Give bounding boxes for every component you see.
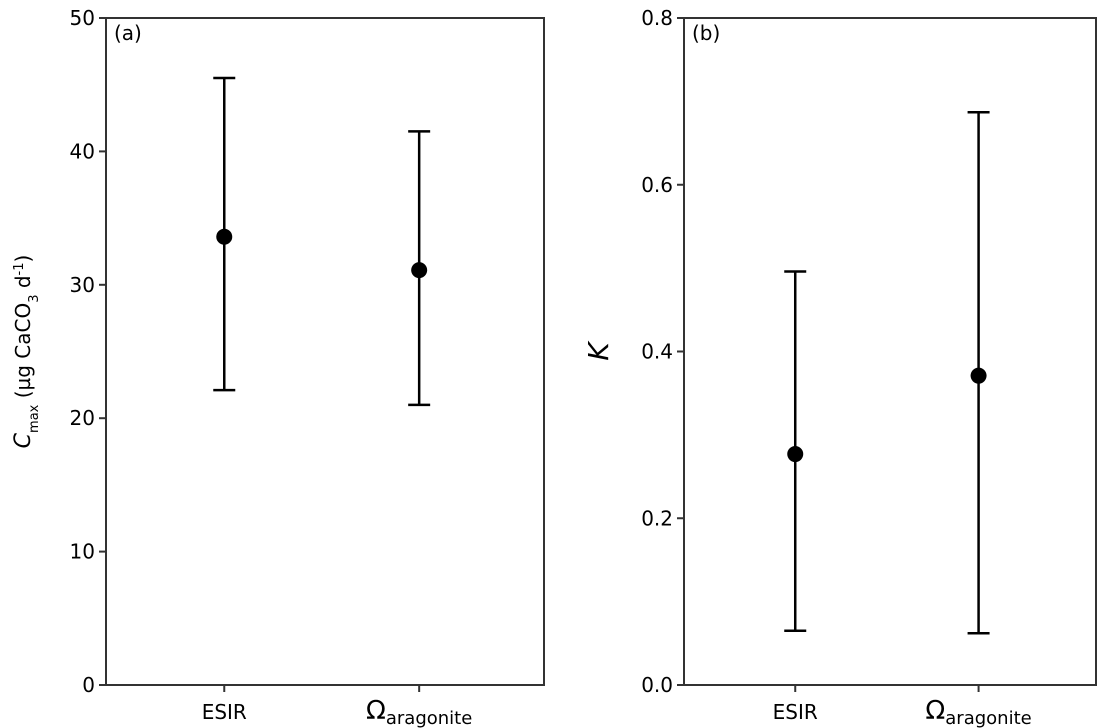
panel-label: (b) [692,21,720,45]
y-tick-label: 10 [70,540,95,564]
x-tick-label: Ωaragonite [925,696,1031,728]
y-tick-label: 20 [70,406,95,430]
x-tick-label: ESIR [202,700,247,724]
y-axis-label-part: max [27,404,42,433]
y-axis-label-part: -1 [12,262,27,275]
point [787,446,804,463]
y-tick-label: 40 [70,139,95,163]
y-tick-label: 0 [82,673,95,697]
y-tick-label: 0.2 [641,506,673,530]
y-axis-label-part: 3 [27,294,42,302]
point [970,367,987,384]
y-tick-label: 0.4 [641,340,673,364]
x-tick-label: ESIR [773,700,818,724]
y-axis-label-part: (µg CaCO [11,303,35,405]
y-axis-label-part: d [11,275,35,294]
y-tick-label: 0.0 [641,673,673,697]
y-axis-label: K [582,340,615,361]
y-axis-label-part: C [11,432,36,448]
y-tick-label: 0.8 [641,6,673,30]
y-tick-label: 50 [70,6,95,30]
plot-frame [105,17,545,686]
point [216,228,233,245]
y-axis-label: Cmax (µg CaCO3 d-1) [11,255,42,449]
y-tick-label: 30 [70,273,95,297]
y-axis-label-part: ) [11,255,35,263]
y-tick-label: 0.6 [641,173,673,197]
y-axis-label-part: K [582,340,615,361]
panel-label: (a) [114,21,142,45]
point [411,262,428,279]
plot-frame [683,17,1097,686]
x-tick-label: Ωaragonite [366,696,472,728]
